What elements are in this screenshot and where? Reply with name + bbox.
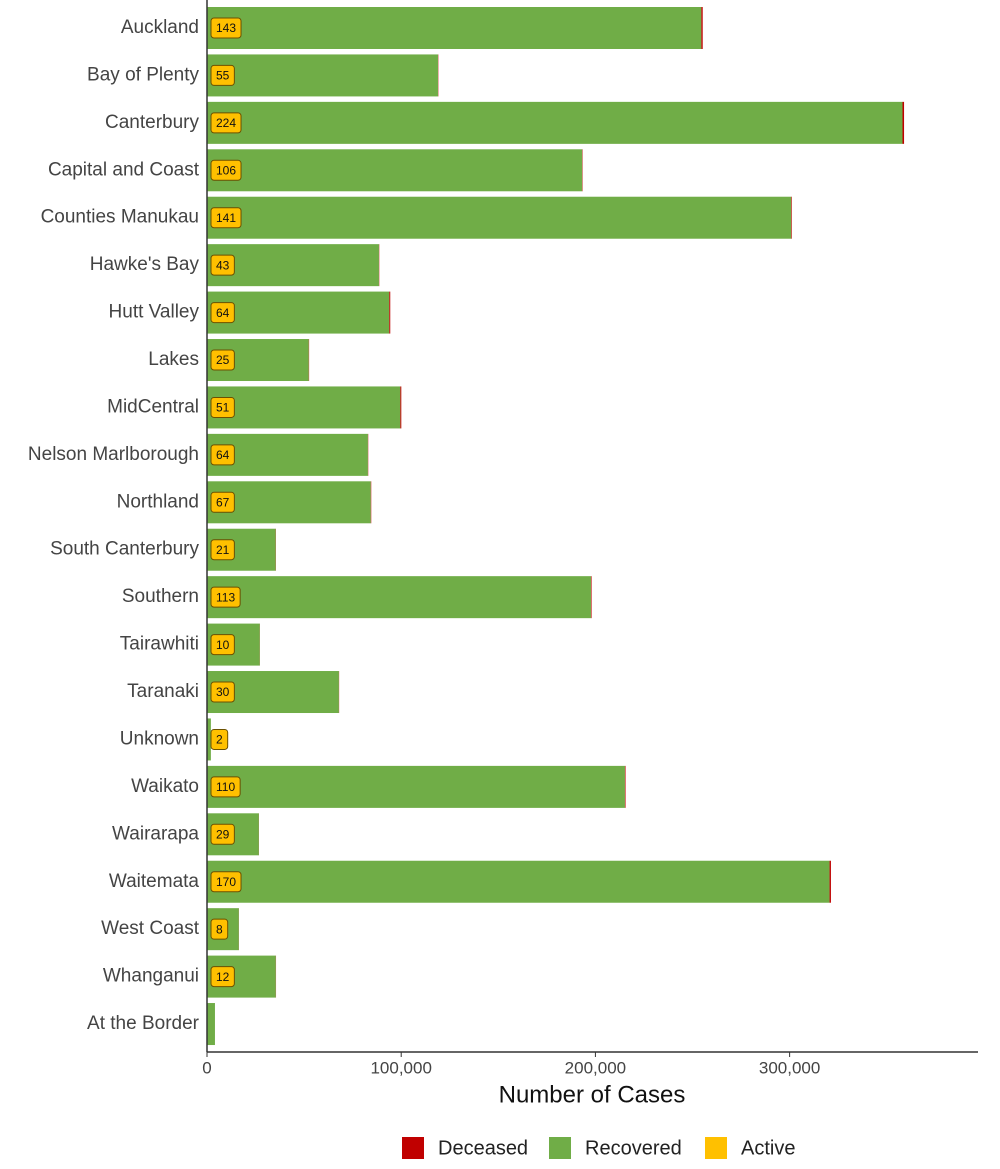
value-label: 51 <box>216 401 230 415</box>
bar-segment <box>829 860 831 903</box>
value-label: 10 <box>216 638 230 652</box>
value-label-box <box>210 634 235 656</box>
category-label: Unknown <box>120 728 199 749</box>
bar-segment <box>207 149 583 192</box>
bar-segment <box>207 101 903 144</box>
value-label-box <box>210 112 242 134</box>
value-label: 30 <box>216 685 230 699</box>
category-label: Taranaki <box>127 681 199 702</box>
value-label-box <box>210 207 242 229</box>
x-tick-label: 100,000 <box>370 1058 431 1077</box>
category-label: Waitemata <box>109 871 200 892</box>
bar-segment <box>389 291 391 334</box>
value-label-box <box>210 159 242 181</box>
value-label: 106 <box>216 163 236 177</box>
value-label: 55 <box>216 69 230 83</box>
category-label: Lakes <box>148 349 199 370</box>
value-label: 29 <box>216 827 230 841</box>
value-label: 12 <box>216 970 230 984</box>
value-label-box <box>210 17 242 39</box>
value-label: 64 <box>216 306 230 320</box>
bar-segment <box>207 244 379 287</box>
category-label: Waikato <box>131 776 199 797</box>
value-label: 110 <box>216 780 235 794</box>
category-label: Nelson Marlborough <box>28 444 199 465</box>
category-label: Counties Manukau <box>41 207 199 228</box>
value-label-box <box>210 586 241 608</box>
bar-segment <box>701 7 703 49</box>
bar-segment <box>207 718 211 761</box>
category-label: Whanganui <box>103 966 199 987</box>
value-label: 143 <box>216 21 236 35</box>
bar-segment <box>207 765 625 808</box>
value-label-box <box>210 776 241 798</box>
value-label-box <box>210 966 235 988</box>
value-label-box <box>210 681 235 703</box>
x-tick-label: 300,000 <box>759 1058 820 1077</box>
bar-segment <box>207 196 792 239</box>
x-tick-label: 200,000 <box>565 1058 626 1077</box>
bar-segment <box>207 386 401 429</box>
value-label-box <box>210 349 235 371</box>
category-label: Southern <box>122 586 199 607</box>
value-label-box <box>210 491 235 513</box>
bar-segment <box>624 765 626 808</box>
value-label: 25 <box>216 353 230 367</box>
value-label: 43 <box>216 258 230 272</box>
x-axis-title: Number of Cases <box>499 1081 686 1108</box>
value-label: 224 <box>216 116 236 130</box>
category-label: Bay of Plenty <box>87 64 199 85</box>
category-label: Capital and Coast <box>48 159 200 180</box>
bar-segment <box>207 1003 215 1046</box>
value-label-box <box>210 871 242 893</box>
category-label: Tairawhiti <box>120 634 199 655</box>
legend-label: Deceased <box>438 1137 528 1159</box>
legend-label: Recovered <box>585 1137 682 1159</box>
category-label: West Coast <box>101 918 200 939</box>
category-label: MidCentral <box>107 396 199 417</box>
bar-segment <box>207 860 830 903</box>
legend-swatch <box>402 1137 424 1159</box>
value-label: 21 <box>216 543 230 557</box>
bar-segment <box>791 196 792 239</box>
category-label: South Canterbury <box>50 539 199 560</box>
category-label: Canterbury <box>105 112 199 133</box>
category-label: Northland <box>117 491 199 512</box>
bar-segment <box>902 101 905 144</box>
value-label-box <box>210 728 229 750</box>
bar-segment <box>400 386 402 429</box>
category-label: Hawke's Bay <box>90 254 200 275</box>
legend-swatch <box>705 1137 727 1159</box>
value-label-box <box>210 823 235 845</box>
bar-segment <box>207 291 390 334</box>
value-label-box <box>210 539 235 561</box>
category-label: Wairarapa <box>112 823 199 844</box>
category-label: Hutt Valley <box>109 302 200 323</box>
value-label-box <box>210 64 235 86</box>
legend-swatch <box>549 1137 571 1159</box>
bar-segment <box>207 54 439 97</box>
category-label: Auckland <box>121 17 199 38</box>
value-label: 170 <box>216 875 236 889</box>
bar-segment <box>207 7 702 49</box>
value-label-box <box>210 918 229 940</box>
bar-segment <box>590 576 592 619</box>
value-label-box <box>210 254 235 276</box>
value-label-box <box>210 396 235 418</box>
value-label: 67 <box>216 495 230 509</box>
value-label-box <box>210 302 235 324</box>
category-label: At the Border <box>87 1013 200 1034</box>
value-label: 113 <box>216 590 235 604</box>
x-tick-label: 0 <box>202 1058 211 1077</box>
value-label: 8 <box>216 922 223 936</box>
legend-label: Active <box>741 1137 795 1159</box>
value-label: 141 <box>216 211 236 225</box>
value-label: 64 <box>216 448 230 462</box>
value-label-box <box>210 444 235 466</box>
value-label: 2 <box>216 733 223 747</box>
bar-segment <box>207 576 591 619</box>
